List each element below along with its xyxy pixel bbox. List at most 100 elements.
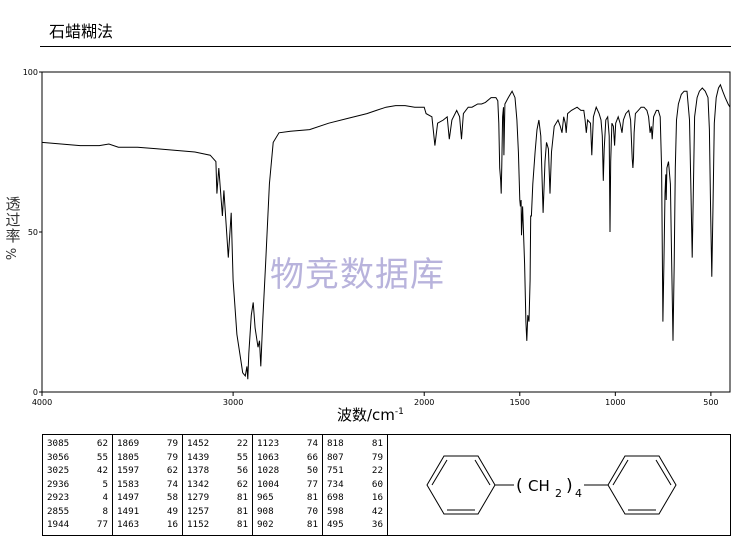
x-axis-label-main: 波数/cm bbox=[337, 406, 395, 424]
peak-transmittance: 79 bbox=[166, 438, 178, 449]
chain-count: 4 bbox=[575, 487, 582, 500]
peak-row: 807 79 bbox=[323, 451, 387, 465]
peak-column: 1123 74 1063 66 1028 50 1004 77 965 81 908 70 902 81 bbox=[253, 435, 323, 535]
peak-wavenumber: 1597 bbox=[117, 465, 140, 476]
peak-wavenumber: 3025 bbox=[47, 465, 70, 476]
peak-wavenumber: 698 bbox=[327, 492, 344, 503]
peak-row: 2855 8 bbox=[43, 505, 112, 519]
peak-wavenumber: 1342 bbox=[187, 478, 210, 490]
peak-wavenumber: 818 bbox=[327, 438, 344, 449]
peak-row: 902 81 bbox=[253, 518, 322, 532]
peak-transmittance: 81 bbox=[306, 519, 318, 530]
peak-row: 1028 50 bbox=[253, 464, 322, 478]
peak-wavenumber: 1491 bbox=[117, 505, 140, 517]
y-axis-label-char: 率 bbox=[5, 227, 21, 245]
peak-transmittance: 58 bbox=[166, 492, 178, 503]
peak-wavenumber: 1028 bbox=[257, 465, 280, 476]
peak-wavenumber: 902 bbox=[257, 519, 274, 530]
peak-transmittance: 36 bbox=[371, 519, 383, 530]
peak-row: 598 42 bbox=[323, 505, 387, 519]
peak-row: 751 22 bbox=[323, 464, 387, 478]
peak-transmittance: 60 bbox=[371, 478, 383, 490]
peak-wavenumber: 3056 bbox=[47, 451, 70, 463]
peak-transmittance: 70 bbox=[306, 505, 318, 517]
peak-row: 1257 81 bbox=[183, 505, 252, 519]
peak-wavenumber: 1257 bbox=[187, 505, 210, 517]
peak-row: 1869 79 bbox=[113, 437, 182, 451]
peak-transmittance: 81 bbox=[236, 519, 248, 530]
peak-transmittance: 81 bbox=[371, 438, 383, 449]
y-axis-label-text: 透过率 bbox=[2, 196, 24, 244]
peak-transmittance: 16 bbox=[371, 492, 383, 503]
peak-wavenumber: 1279 bbox=[187, 492, 210, 503]
x-tick-label: 2000 bbox=[414, 398, 434, 407]
peak-wavenumber: 1152 bbox=[187, 519, 210, 530]
plot-frame bbox=[41, 71, 731, 393]
peak-transmittance: 62 bbox=[236, 478, 248, 490]
peak-transmittance: 66 bbox=[306, 451, 318, 463]
peak-transmittance: 50 bbox=[306, 465, 318, 476]
chain-subscript: 2 bbox=[555, 487, 562, 500]
peak-wavenumber: 1439 bbox=[187, 451, 210, 463]
peak-transmittance: 8 bbox=[102, 505, 108, 517]
peak-transmittance: 55 bbox=[96, 451, 108, 463]
peak-row: 1463 16 bbox=[113, 518, 182, 532]
peak-wavenumber: 598 bbox=[327, 505, 344, 517]
y-tick-label: 50 bbox=[28, 228, 38, 237]
peak-row: 1805 79 bbox=[113, 451, 182, 465]
peak-row: 1583 74 bbox=[113, 478, 182, 492]
peak-transmittance: 79 bbox=[371, 451, 383, 463]
peak-column: 1869 79 1805 79 1597 62 1583 74 1497 58 1491 49 1463… bbox=[113, 435, 183, 535]
peak-wavenumber: 2923 bbox=[47, 492, 70, 503]
peak-row: 1597 62 bbox=[113, 464, 182, 478]
peak-transmittance: 77 bbox=[96, 519, 108, 530]
peak-row: 1944 77 bbox=[43, 518, 112, 532]
peak-wavenumber: 495 bbox=[327, 519, 344, 530]
benzene-ring-right bbox=[607, 455, 677, 515]
x-axis-label: 波数/cm-1 bbox=[337, 404, 404, 425]
peak-transmittance: 74 bbox=[306, 438, 318, 449]
peak-row: 1004 77 bbox=[253, 478, 322, 492]
peak-wavenumber: 1869 bbox=[117, 438, 140, 449]
page-title: 石蜡糊法 bbox=[49, 22, 114, 41]
x-tick-label: 4000 bbox=[32, 398, 52, 407]
y-axis-label-char: 过 bbox=[5, 211, 21, 229]
peak-transmittance: 74 bbox=[166, 478, 178, 490]
peak-row: 1152 81 bbox=[183, 518, 252, 532]
peak-row: 1452 22 bbox=[183, 437, 252, 451]
peak-column: 818 81 807 79 751 22 734 60 698 16 598 42 495 36 bbox=[323, 435, 387, 535]
y-tick-label: 0 bbox=[33, 388, 38, 397]
peak-wavenumber: 1063 bbox=[257, 451, 280, 463]
peak-transmittance: 22 bbox=[236, 438, 248, 449]
peak-transmittance: 42 bbox=[96, 465, 108, 476]
peak-row: 1439 55 bbox=[183, 451, 252, 465]
peak-wavenumber: 807 bbox=[327, 451, 344, 463]
peak-column: 1452 22 1439 55 1378 56 1342 62 1279 81 1257 81 1152… bbox=[183, 435, 253, 535]
peak-row: 818 81 bbox=[323, 437, 387, 451]
peak-table: 3085 62 3056 55 3025 42 2936 5 2923 4 2855 8 1944 77 1… bbox=[42, 434, 388, 536]
peak-row: 965 81 bbox=[253, 491, 322, 505]
peak-row: 3056 55 bbox=[43, 451, 112, 465]
y-axis-label-char: 透 bbox=[5, 195, 21, 213]
peak-transmittance: 55 bbox=[236, 451, 248, 463]
peak-row: 1378 56 bbox=[183, 464, 252, 478]
peak-row: 1497 58 bbox=[113, 491, 182, 505]
x-tick-label: 500 bbox=[703, 398, 718, 407]
peak-transmittance: 42 bbox=[371, 505, 383, 517]
peak-row: 1063 66 bbox=[253, 451, 322, 465]
peak-row: 3085 62 bbox=[43, 437, 112, 451]
peak-row: 3025 42 bbox=[43, 464, 112, 478]
peak-wavenumber: 2936 bbox=[47, 478, 70, 490]
peak-transmittance: 56 bbox=[236, 465, 248, 476]
peak-wavenumber: 1583 bbox=[117, 478, 140, 490]
peak-wavenumber: 734 bbox=[327, 478, 344, 490]
peak-wavenumber: 1004 bbox=[257, 478, 280, 490]
peak-transmittance: 4 bbox=[102, 492, 108, 503]
peak-transmittance: 49 bbox=[166, 505, 178, 517]
x-tick-label: 3000 bbox=[223, 398, 243, 407]
peak-row: 698 16 bbox=[323, 491, 387, 505]
peak-row: 908 70 bbox=[253, 505, 322, 519]
peak-wavenumber: 1805 bbox=[117, 451, 140, 463]
peak-transmittance: 79 bbox=[166, 451, 178, 463]
